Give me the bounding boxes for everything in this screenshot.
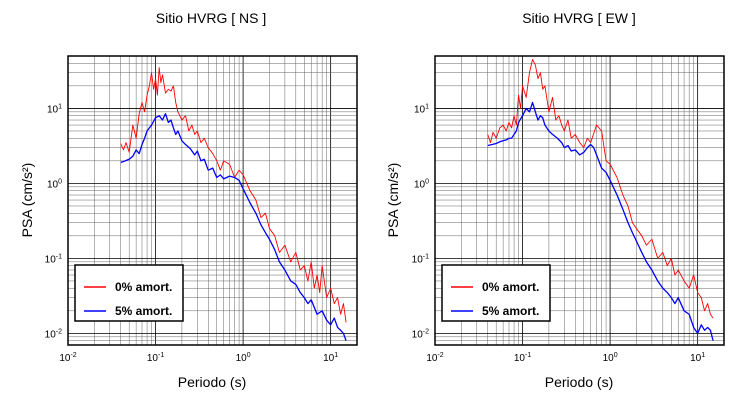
series-line-0 [120, 67, 347, 323]
x-axis-label: Periodo (s) [545, 374, 613, 390]
x-tick-label: 100 [236, 352, 251, 364]
x-tick-labels: 10-2 10-1 100 101 [426, 352, 705, 364]
series-group [120, 67, 347, 341]
legend-label-1: 5% amort. [482, 304, 539, 318]
x-axis-label: Periodo (s) [178, 374, 246, 390]
x-tick-label: 10-2 [426, 352, 443, 364]
y-axis-label: PSA (cm/s²) [19, 163, 35, 238]
series-line-1 [487, 101, 714, 341]
y-tick-label: 10-2 [45, 328, 62, 340]
x-tick-label: 10-1 [147, 352, 164, 364]
legend-label-0: 0% amort. [115, 280, 172, 294]
x-tick-label: 100 [603, 352, 618, 364]
x-tick-label: 101 [690, 352, 705, 364]
y-tick-label: 10-2 [412, 328, 429, 340]
y-tick-label: 100 [47, 178, 62, 190]
chart-panel-ns: Sitio HVRG [ NS ] 10-2 10-1 100 101 10-210-… [19, 10, 358, 390]
legend: 0% amort. 5% amort. [441, 264, 551, 322]
y-axis-label: PSA (cm/s²) [385, 163, 401, 238]
x-tick-labels: 10-2 10-1 100 101 [59, 352, 338, 364]
y-tick-label: 10-1 [45, 253, 62, 265]
x-tick-label: 10-2 [59, 352, 76, 364]
y-tick-label: 100 [414, 178, 429, 190]
x-tick-label: 10-1 [514, 352, 531, 364]
legend-label-1: 5% amort. [115, 304, 172, 318]
chart-panel-ew: Sitio HVRG [ EW ] 10-2 10-1 100 101 10-210-… [385, 10, 725, 390]
chart-title: Sitio HVRG [ NS ] [156, 10, 266, 26]
y-tick-label: 101 [414, 103, 429, 115]
legend: 0% amort. 5% amort. [74, 264, 184, 322]
x-tick-label: 101 [323, 352, 338, 364]
series-line-0 [487, 58, 714, 319]
y-tick-label: 10-1 [412, 253, 429, 265]
y-tick-label: 101 [47, 103, 62, 115]
y-tick-labels: 10-2 10-1 100 101 [45, 103, 62, 340]
legend-label-0: 0% amort. [482, 280, 539, 294]
series-line-1 [120, 113, 347, 341]
plot-frame [434, 55, 725, 346]
y-tick-labels: 10-2 10-1 100 101 [412, 103, 429, 340]
plot-frame [67, 55, 358, 346]
series-group [487, 58, 714, 341]
chart-title: Sitio HVRG [ EW ] [522, 10, 636, 26]
